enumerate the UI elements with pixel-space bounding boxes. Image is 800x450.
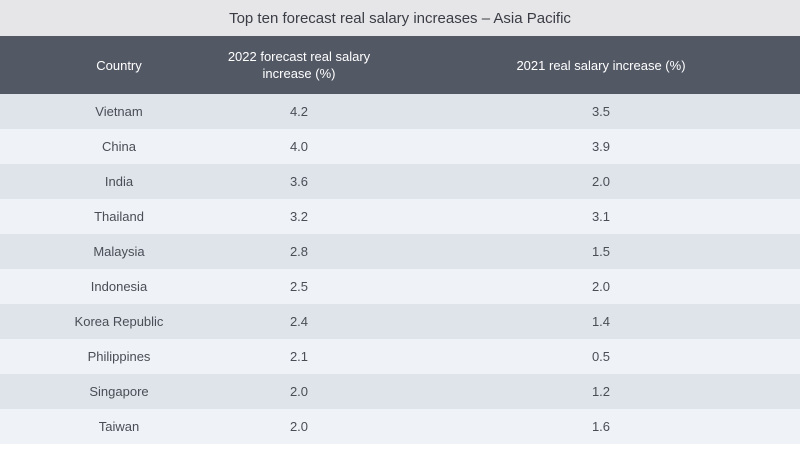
table-row: Philippines 2.1 0.5 <box>0 339 800 374</box>
increase-2021-cell: 3.9 <box>591 139 611 154</box>
increase-2021-cell: 2.0 <box>591 279 611 294</box>
salary-table: Country 2022 forecast real salary increa… <box>0 36 800 444</box>
bottom-strip <box>0 446 800 450</box>
increase-2021-cell: 0.5 <box>591 349 611 364</box>
country-cell: Vietnam <box>95 104 143 119</box>
forecast-2022-cell: 2.1 <box>289 349 309 364</box>
increase-2021-cell: 2.0 <box>591 174 611 189</box>
increase-2021-cell: 3.1 <box>591 209 611 224</box>
table-row: Indonesia 2.5 2.0 <box>0 269 800 304</box>
forecast-2022-cell: 4.0 <box>289 139 309 154</box>
column-header-forecast-2022: 2022 forecast real salary increase (%) <box>227 49 371 81</box>
forecast-2022-cell: 2.8 <box>289 244 309 259</box>
forecast-2022-cell: 3.2 <box>289 209 309 224</box>
country-cell: Korea Republic <box>74 314 164 329</box>
increase-2021-cell: 1.4 <box>591 314 611 329</box>
table-row: India 3.6 2.0 <box>0 164 800 199</box>
country-cell: Singapore <box>89 384 149 399</box>
increase-2021-cell: 3.5 <box>591 104 611 119</box>
country-cell: Indonesia <box>90 279 148 294</box>
country-cell: Malaysia <box>93 244 145 259</box>
table-row: Taiwan 2.0 1.6 <box>0 409 800 444</box>
column-header-increase-2021: 2021 real salary increase (%) <box>516 57 686 73</box>
increase-2021-cell: 1.5 <box>591 244 611 259</box>
forecast-2022-cell: 2.5 <box>289 279 309 294</box>
column-header-country: Country <box>96 57 142 73</box>
country-cell: Philippines <box>87 349 151 364</box>
increase-2021-cell: 1.2 <box>591 384 611 399</box>
table-row: Thailand 3.2 3.1 <box>0 199 800 234</box>
increase-2021-cell: 1.6 <box>591 419 611 434</box>
country-cell: China <box>102 139 136 154</box>
table-row: Malaysia 2.8 1.5 <box>0 234 800 269</box>
table-title: Top ten forecast real salary increases –… <box>0 0 800 36</box>
table-row: China 4.0 3.9 <box>0 129 800 164</box>
forecast-2022-cell: 2.0 <box>289 419 309 434</box>
table-row: Vietnam 4.2 3.5 <box>0 94 800 129</box>
forecast-2022-cell: 2.0 <box>289 384 309 399</box>
forecast-2022-cell: 2.4 <box>289 314 309 329</box>
table-header-row: Country 2022 forecast real salary increa… <box>0 36 800 94</box>
forecast-2022-cell: 4.2 <box>289 104 309 119</box>
country-cell: Taiwan <box>98 419 140 434</box>
forecast-2022-cell: 3.6 <box>289 174 309 189</box>
country-cell: India <box>104 174 134 189</box>
country-cell: Thailand <box>94 209 144 224</box>
table-row: Korea Republic 2.4 1.4 <box>0 304 800 339</box>
table-row: Singapore 2.0 1.2 <box>0 374 800 409</box>
